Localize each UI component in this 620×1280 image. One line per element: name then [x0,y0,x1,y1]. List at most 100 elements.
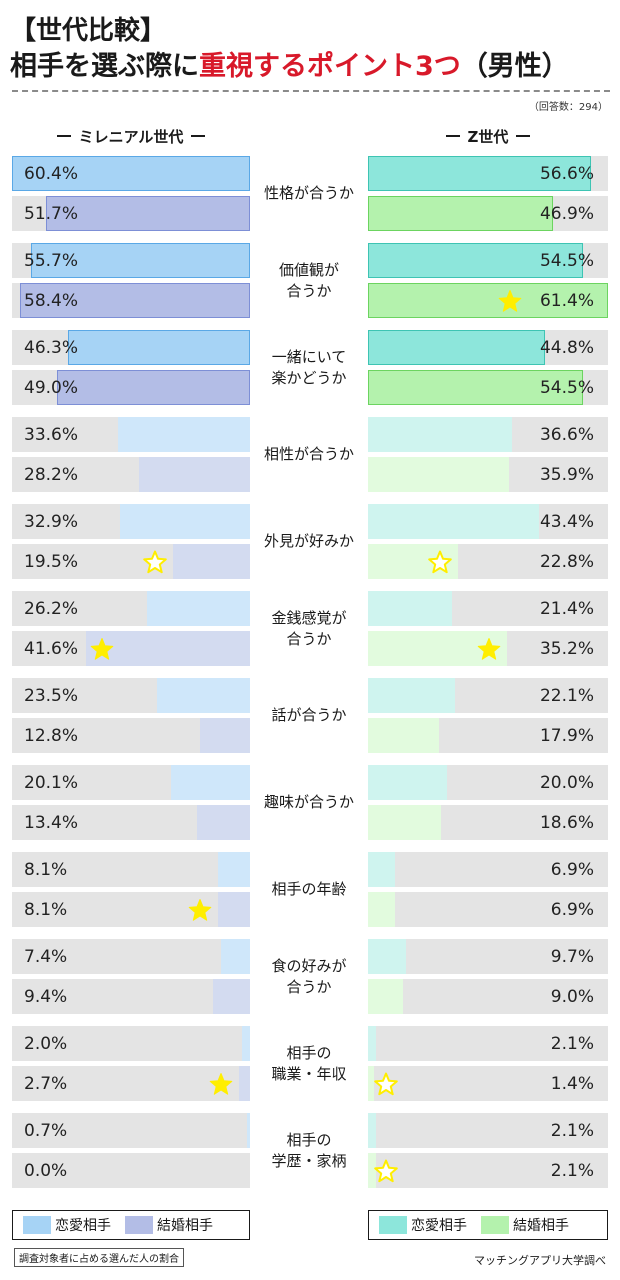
bar [239,1066,250,1101]
bar-value-label: 12.8% [24,725,79,746]
bar [368,417,513,452]
bar [368,591,453,626]
bar [242,1026,250,1061]
bar-value-label: 32.9% [24,511,79,532]
bar [368,1153,377,1188]
bar-value-label: 2.1% [550,1160,594,1181]
legend-millennial: 恋愛相手 結婚相手 [12,1210,250,1240]
genz-romance-bar-track: 43.4% [368,504,608,539]
bar-value-label: 19.5% [24,551,79,572]
bar-value-label: 0.0% [24,1160,68,1181]
legend-swatch-genz-marriage [481,1216,509,1234]
bar-value-label: 22.1% [539,685,594,706]
bar [368,678,456,713]
chart-title-line1: 【世代比較】 [10,16,167,46]
genz-marriage-bar-track: 22.8% [368,544,608,579]
bar [67,330,250,365]
bar [146,591,250,626]
bar-value-label: 13.4% [24,812,79,833]
bar [117,417,250,452]
bar [368,979,404,1014]
bar-value-label: 44.8% [539,337,594,358]
bar-value-label: 56.6% [539,163,594,184]
millennial-marriage-bar-track: 51.7% [12,196,250,231]
genz-romance-bar-track: 2.1% [368,1113,608,1148]
millennial-marriage-bar-track: 9.4% [12,979,250,1014]
bar-value-label: 20.1% [24,772,79,793]
bar [368,718,439,753]
millennial-marriage-bar-track: 13.4% [12,805,250,840]
millennial-romance-bar-track: 33.6% [12,417,250,452]
bar [120,504,250,539]
category-label: 食の好みが 合うか [271,956,347,996]
star-filled-icon [188,899,212,921]
bar-value-label: 20.0% [539,772,594,793]
star-filled-icon [90,638,114,660]
bar [56,370,250,405]
bar [368,1026,377,1061]
bar-value-label: 22.8% [539,551,594,572]
title-suffix: （男性） [460,51,569,82]
bar [157,678,250,713]
genz-romance-bar-track: 36.6% [368,417,608,452]
column-header-millennial: ミレニアル世代 [12,124,250,148]
bar [368,765,447,800]
bar-value-label: 21.4% [539,598,594,619]
bar [170,765,250,800]
category-label: 相手の 学歴・家柄 [271,1130,347,1170]
millennial-marriage-bar-track: 41.6% [12,631,250,666]
bar-value-label: 46.9% [539,203,594,224]
bar-value-label: 2.0% [24,1033,68,1054]
bar [30,243,250,278]
genz-romance-bar-track: 6.9% [368,852,608,887]
category-label: 相手の年齢 [271,880,347,898]
title-divider [12,90,610,92]
bar-value-label: 17.9% [539,725,594,746]
header-dash [445,135,460,137]
star-outline-icon [374,1159,398,1183]
bar [368,330,545,365]
category-label: 一緒にいて 楽かどうか [271,347,347,387]
bar-value-label: 18.6% [539,812,594,833]
bar [368,283,608,318]
chart-title-line2: 相手を選ぶ際に重視するポイント3つ（男性） [10,44,569,83]
header-dash [191,135,206,137]
legend-genz: 恋愛相手 結婚相手 [368,1210,608,1240]
millennial-romance-bar-track: 32.9% [12,504,250,539]
bar [173,544,250,579]
genz-marriage-bar-track: 18.6% [368,805,608,840]
footnote: 調査対象者に占める選んだ人の割合 [14,1248,184,1267]
column-header-genz: Z世代 [368,124,608,148]
category-label: 話が合うか [271,706,347,724]
bar [220,939,250,974]
bar-value-label: 28.2% [24,464,79,485]
bar-value-label: 6.9% [550,859,594,880]
bar-value-label: 43.4% [539,511,594,532]
millennial-marriage-bar-track: 58.4% [12,283,250,318]
category-label: 価値観が 合うか [278,260,339,300]
bar-value-label: 41.6% [24,638,79,659]
bar [368,805,442,840]
header-dash [516,135,531,137]
sample-size-note: （回答数：294） [528,102,608,113]
category-label: 相手の 職業・年収 [271,1043,347,1083]
star-filled-icon [477,638,500,660]
genz-marriage-bar-track: 61.4% [368,283,608,318]
bar-value-label: 8.1% [24,899,68,920]
bar-value-label: 9.7% [550,946,594,967]
header-dash [56,135,71,137]
column-header-genz-label: Z世代 [467,127,509,146]
bar-value-label: 26.2% [24,598,79,619]
bar-value-label: 54.5% [539,250,594,271]
genz-romance-bar-track: 56.6% [368,156,608,191]
millennial-romance-bar-track: 20.1% [12,765,250,800]
legend-swatch-genz-romance [379,1216,407,1234]
bar-value-label: 0.7% [24,1120,68,1141]
millennial-romance-bar-track: 26.2% [12,591,250,626]
category-label: 金銭感覚が 合うか [271,608,347,648]
bar [86,631,250,666]
bar-value-label: 60.4% [24,163,79,184]
genz-marriage-bar-track: 17.9% [368,718,608,753]
bar-value-label: 9.0% [550,986,594,1007]
bar-value-label: 8.1% [24,859,68,880]
